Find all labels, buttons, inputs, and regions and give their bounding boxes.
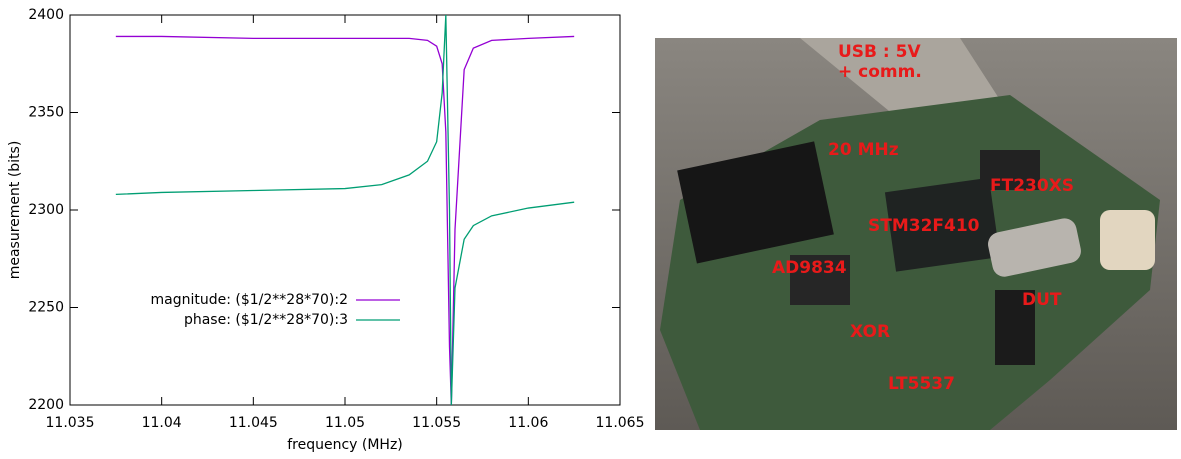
series-line [115, 35, 575, 406]
y-tick-label: 2350 [28, 105, 64, 121]
x-axis-label: frequency (MHz) [287, 437, 403, 453]
legend-label: magnitude: ($1/2**28*70):2 [150, 292, 348, 308]
x-tick-label: 11.035 [46, 415, 95, 431]
crystal [988, 218, 1081, 277]
chip [884, 177, 1001, 272]
plot-border [69, 14, 621, 406]
photo-label: 20 MHz [828, 140, 899, 160]
series-line [115, 14, 575, 406]
y-tick-label: 2300 [28, 202, 64, 218]
y-axis-label: measurement (bits) [7, 141, 23, 280]
photo-label: USB : 5V [838, 42, 921, 62]
legend-label: phase: ($1/2**28*70):3 [184, 312, 348, 328]
photo-label: + comm. [838, 62, 922, 82]
x-tick-label: 11.045 [229, 415, 278, 431]
usb-connector [800, 38, 1000, 120]
photo-label: DUT [1022, 290, 1062, 310]
x-tick-label: 11.06 [508, 415, 548, 431]
y-tick-label: 2250 [28, 300, 64, 316]
header [677, 141, 834, 264]
x-tick-label: 11.065 [596, 415, 645, 431]
chip [790, 255, 850, 305]
dut-socket [995, 290, 1035, 365]
photo-label: STM32F410 [868, 216, 980, 236]
y-tick-label: 2400 [28, 7, 64, 23]
x-tick-label: 11.04 [142, 415, 182, 431]
photo-label: FT230XS [990, 176, 1074, 196]
x-tick-label: 11.05 [325, 415, 365, 431]
y-tick-label: 2200 [28, 397, 64, 413]
button [1100, 210, 1155, 270]
photo-label: XOR [850, 322, 890, 342]
plot: frequency (MHz) measurement (bits) [7, 14, 621, 453]
x-tick-label: 11.055 [412, 415, 461, 431]
photo-label: LT5537 [888, 374, 955, 394]
photo [655, 38, 1177, 430]
chip [980, 150, 1040, 190]
photo-label: AD9834 [772, 258, 847, 278]
